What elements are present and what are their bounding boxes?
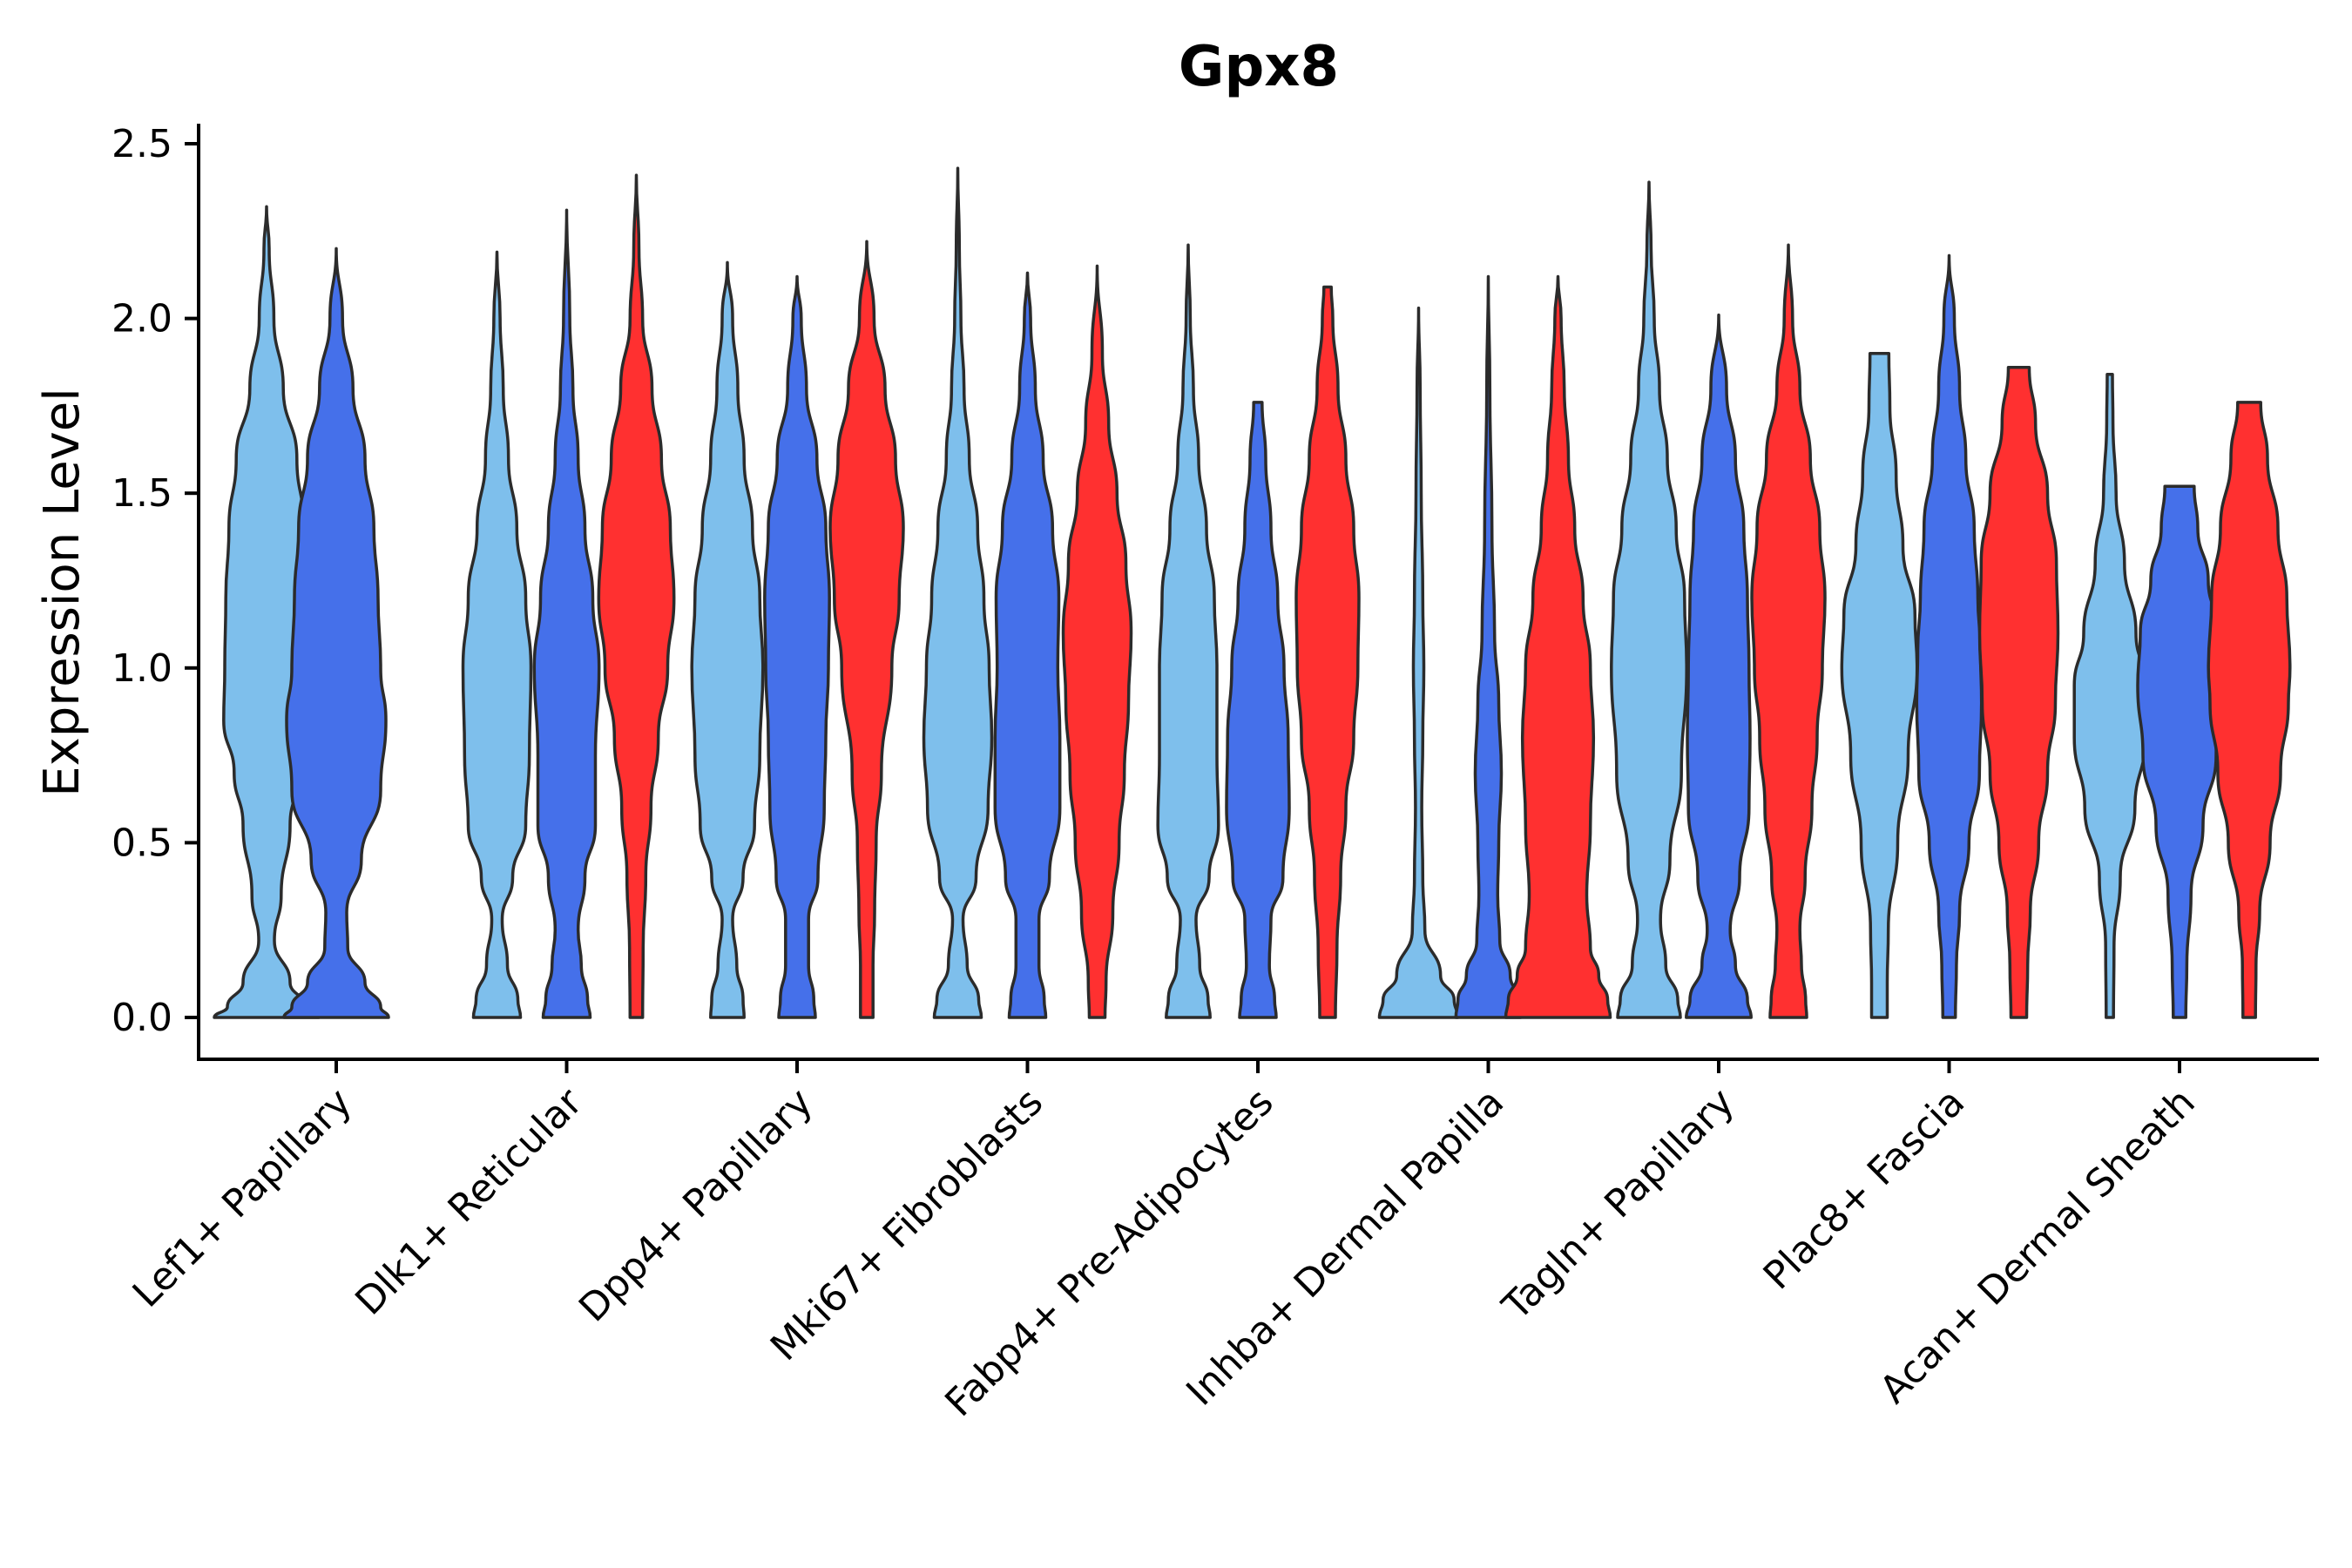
violin-3-inhba-dermal-papilla	[1504, 274, 1612, 1019]
y-axis-label: Expression Level	[34, 388, 91, 797]
violin-3-mki67-fibroblasts	[1061, 264, 1133, 1019]
violin-3-plac8-fascia	[1977, 366, 2060, 1019]
violin-2-acan-dermal-sheath	[2136, 484, 2223, 1019]
chart-title: Gpx8	[1179, 35, 1339, 99]
violin-2-mki67-fibroblasts	[993, 271, 1062, 1019]
violin-1-tagln-papillary	[1610, 180, 1688, 1019]
x-tick-label: Dlk1+ Reticular	[347, 1079, 591, 1324]
violin-1-dpp4-papillary	[690, 260, 765, 1019]
y-tick-label: 0.0	[112, 996, 172, 1040]
y-ticks-layer: 0.0 0.5 1.0 1.5 2.0 2.5	[112, 122, 199, 1040]
y-tick-label: 2.5	[112, 122, 172, 166]
violin-3-tagln-papillary	[1750, 243, 1827, 1019]
violin-3-dlk1-reticular	[597, 173, 676, 1019]
violin-1-fabp4-pre-adipocytes	[1156, 243, 1220, 1019]
violin-1-dlk1-reticular	[461, 250, 533, 1019]
violin-2-dpp4-papillary	[763, 274, 831, 1019]
y-tick-label: 0.5	[112, 821, 172, 865]
violin-1-mki67-fibroblasts	[922, 166, 994, 1019]
violin-2-inhba-dermal-papilla	[1454, 274, 1523, 1019]
violins-layer	[213, 166, 2292, 1019]
violin-1-inhba-dermal-papilla	[1377, 306, 1460, 1019]
violin-2-tagln-papillary	[1685, 313, 1753, 1019]
violin-3-acan-dermal-sheath	[2207, 401, 2292, 1019]
y-tick-label: 1.5	[112, 471, 172, 516]
x-tick-label: Tagln+ Papillary	[1494, 1080, 1743, 1329]
violin-3-fabp4-pre-adipocytes	[1294, 285, 1361, 1019]
violin-2-plac8-fascia	[1915, 253, 1984, 1019]
x-tick-label: Lef1+ Papillary	[125, 1080, 361, 1316]
violin-2-lef1-papillary	[282, 247, 390, 1019]
y-tick-label: 1.0	[112, 646, 172, 691]
violin-1-lef1-papillary	[213, 205, 321, 1019]
violin-3-dpp4-papillary	[828, 240, 905, 1019]
violin-1-acan-dermal-sheath	[2072, 373, 2147, 1019]
violin-1-plac8-fascia	[1840, 351, 1919, 1019]
x-tick-label: Dpp4+ Papillary	[571, 1080, 821, 1331]
violin-2-fabp4-pre-adipocytes	[1225, 401, 1291, 1019]
violin-2-dlk1-reticular	[532, 208, 601, 1019]
y-tick-label: 2.0	[112, 297, 172, 341]
x-tick-label: Plac8+ Fascia	[1755, 1080, 1974, 1299]
